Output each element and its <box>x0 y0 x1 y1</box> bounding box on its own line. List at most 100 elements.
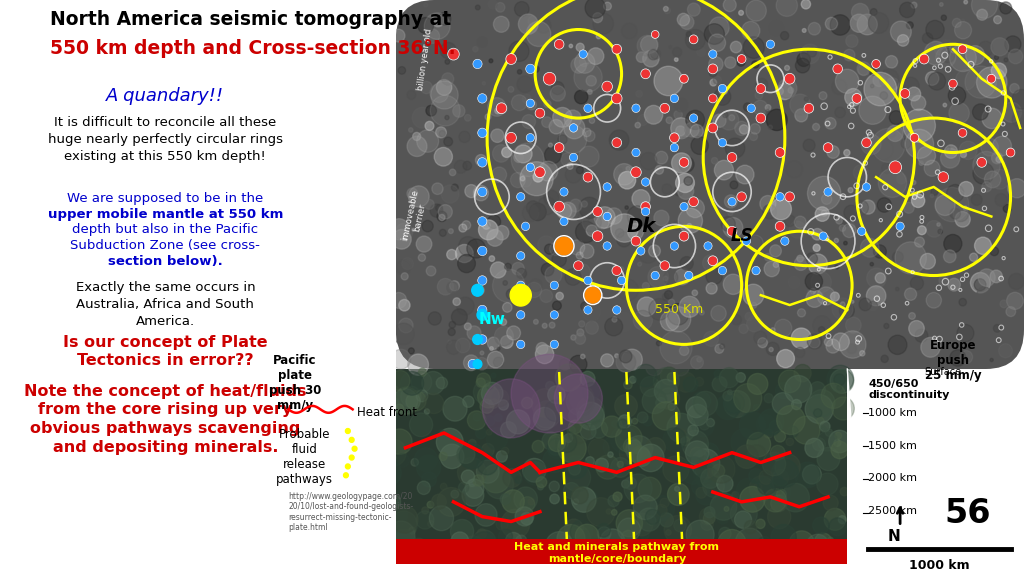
Circle shape <box>613 45 621 53</box>
Circle shape <box>693 391 718 416</box>
Circle shape <box>377 460 401 485</box>
Circle shape <box>776 406 805 434</box>
Circle shape <box>879 168 906 198</box>
Circle shape <box>671 134 677 140</box>
Circle shape <box>790 94 810 115</box>
Circle shape <box>943 250 956 263</box>
Circle shape <box>687 405 709 426</box>
Circle shape <box>820 421 830 431</box>
Circle shape <box>536 168 544 176</box>
Circle shape <box>771 198 792 220</box>
Circle shape <box>719 85 726 92</box>
Circle shape <box>756 519 765 528</box>
Circle shape <box>584 131 595 142</box>
Circle shape <box>674 519 686 532</box>
Circle shape <box>755 91 763 99</box>
Circle shape <box>763 205 776 219</box>
Circle shape <box>413 132 421 140</box>
Circle shape <box>668 304 688 325</box>
Circle shape <box>570 240 585 255</box>
Polygon shape <box>847 369 861 564</box>
Circle shape <box>396 454 410 467</box>
Circle shape <box>401 258 414 270</box>
Circle shape <box>564 434 572 442</box>
Circle shape <box>859 298 871 311</box>
Circle shape <box>990 169 1010 189</box>
Circle shape <box>691 449 720 478</box>
Circle shape <box>773 262 779 268</box>
Circle shape <box>581 423 596 439</box>
Circle shape <box>395 404 403 413</box>
Circle shape <box>834 439 841 446</box>
Circle shape <box>850 14 868 32</box>
Circle shape <box>659 513 674 527</box>
Circle shape <box>840 225 846 231</box>
Circle shape <box>392 29 404 42</box>
Circle shape <box>614 312 633 332</box>
Circle shape <box>549 434 565 452</box>
Circle shape <box>583 128 591 137</box>
Circle shape <box>844 150 850 156</box>
Circle shape <box>758 477 776 495</box>
Circle shape <box>527 100 534 107</box>
Circle shape <box>924 160 940 176</box>
Circle shape <box>557 203 571 219</box>
Circle shape <box>343 473 348 478</box>
Circle shape <box>417 481 430 494</box>
Circle shape <box>995 194 1008 206</box>
Circle shape <box>606 509 611 514</box>
Circle shape <box>861 200 876 214</box>
Circle shape <box>610 214 638 242</box>
Circle shape <box>503 469 521 488</box>
Circle shape <box>994 56 998 60</box>
Circle shape <box>531 388 559 417</box>
Circle shape <box>558 438 568 449</box>
Circle shape <box>911 180 915 185</box>
Circle shape <box>840 303 854 318</box>
Circle shape <box>560 202 577 219</box>
Circle shape <box>1007 292 1023 309</box>
Circle shape <box>553 301 561 310</box>
Circle shape <box>473 185 488 201</box>
Circle shape <box>565 269 581 285</box>
Circle shape <box>480 351 483 355</box>
Circle shape <box>712 464 725 477</box>
Circle shape <box>501 336 513 348</box>
Circle shape <box>459 224 467 232</box>
Circle shape <box>778 79 797 98</box>
Circle shape <box>748 105 755 112</box>
Circle shape <box>532 65 540 73</box>
Circle shape <box>478 220 498 240</box>
Circle shape <box>735 445 758 468</box>
Circle shape <box>473 475 483 486</box>
Circle shape <box>886 56 898 68</box>
Circle shape <box>718 529 746 559</box>
Circle shape <box>652 32 658 37</box>
Circle shape <box>465 185 477 198</box>
Circle shape <box>725 57 736 68</box>
Circle shape <box>944 145 957 158</box>
Circle shape <box>830 369 854 393</box>
Circle shape <box>552 252 566 267</box>
Circle shape <box>709 57 723 72</box>
Circle shape <box>676 372 695 392</box>
Circle shape <box>1005 36 1021 53</box>
Circle shape <box>506 532 521 549</box>
Circle shape <box>629 440 641 453</box>
Circle shape <box>857 14 878 35</box>
Circle shape <box>523 460 548 485</box>
Circle shape <box>825 429 833 437</box>
Circle shape <box>492 167 507 182</box>
Circle shape <box>748 374 768 394</box>
Circle shape <box>637 248 644 254</box>
Circle shape <box>581 354 585 359</box>
Circle shape <box>506 289 516 300</box>
Circle shape <box>426 105 436 116</box>
Circle shape <box>795 347 805 358</box>
Circle shape <box>418 254 426 261</box>
Circle shape <box>490 262 506 278</box>
Circle shape <box>611 509 617 515</box>
Circle shape <box>671 356 689 376</box>
Circle shape <box>580 50 587 57</box>
Circle shape <box>409 128 413 132</box>
